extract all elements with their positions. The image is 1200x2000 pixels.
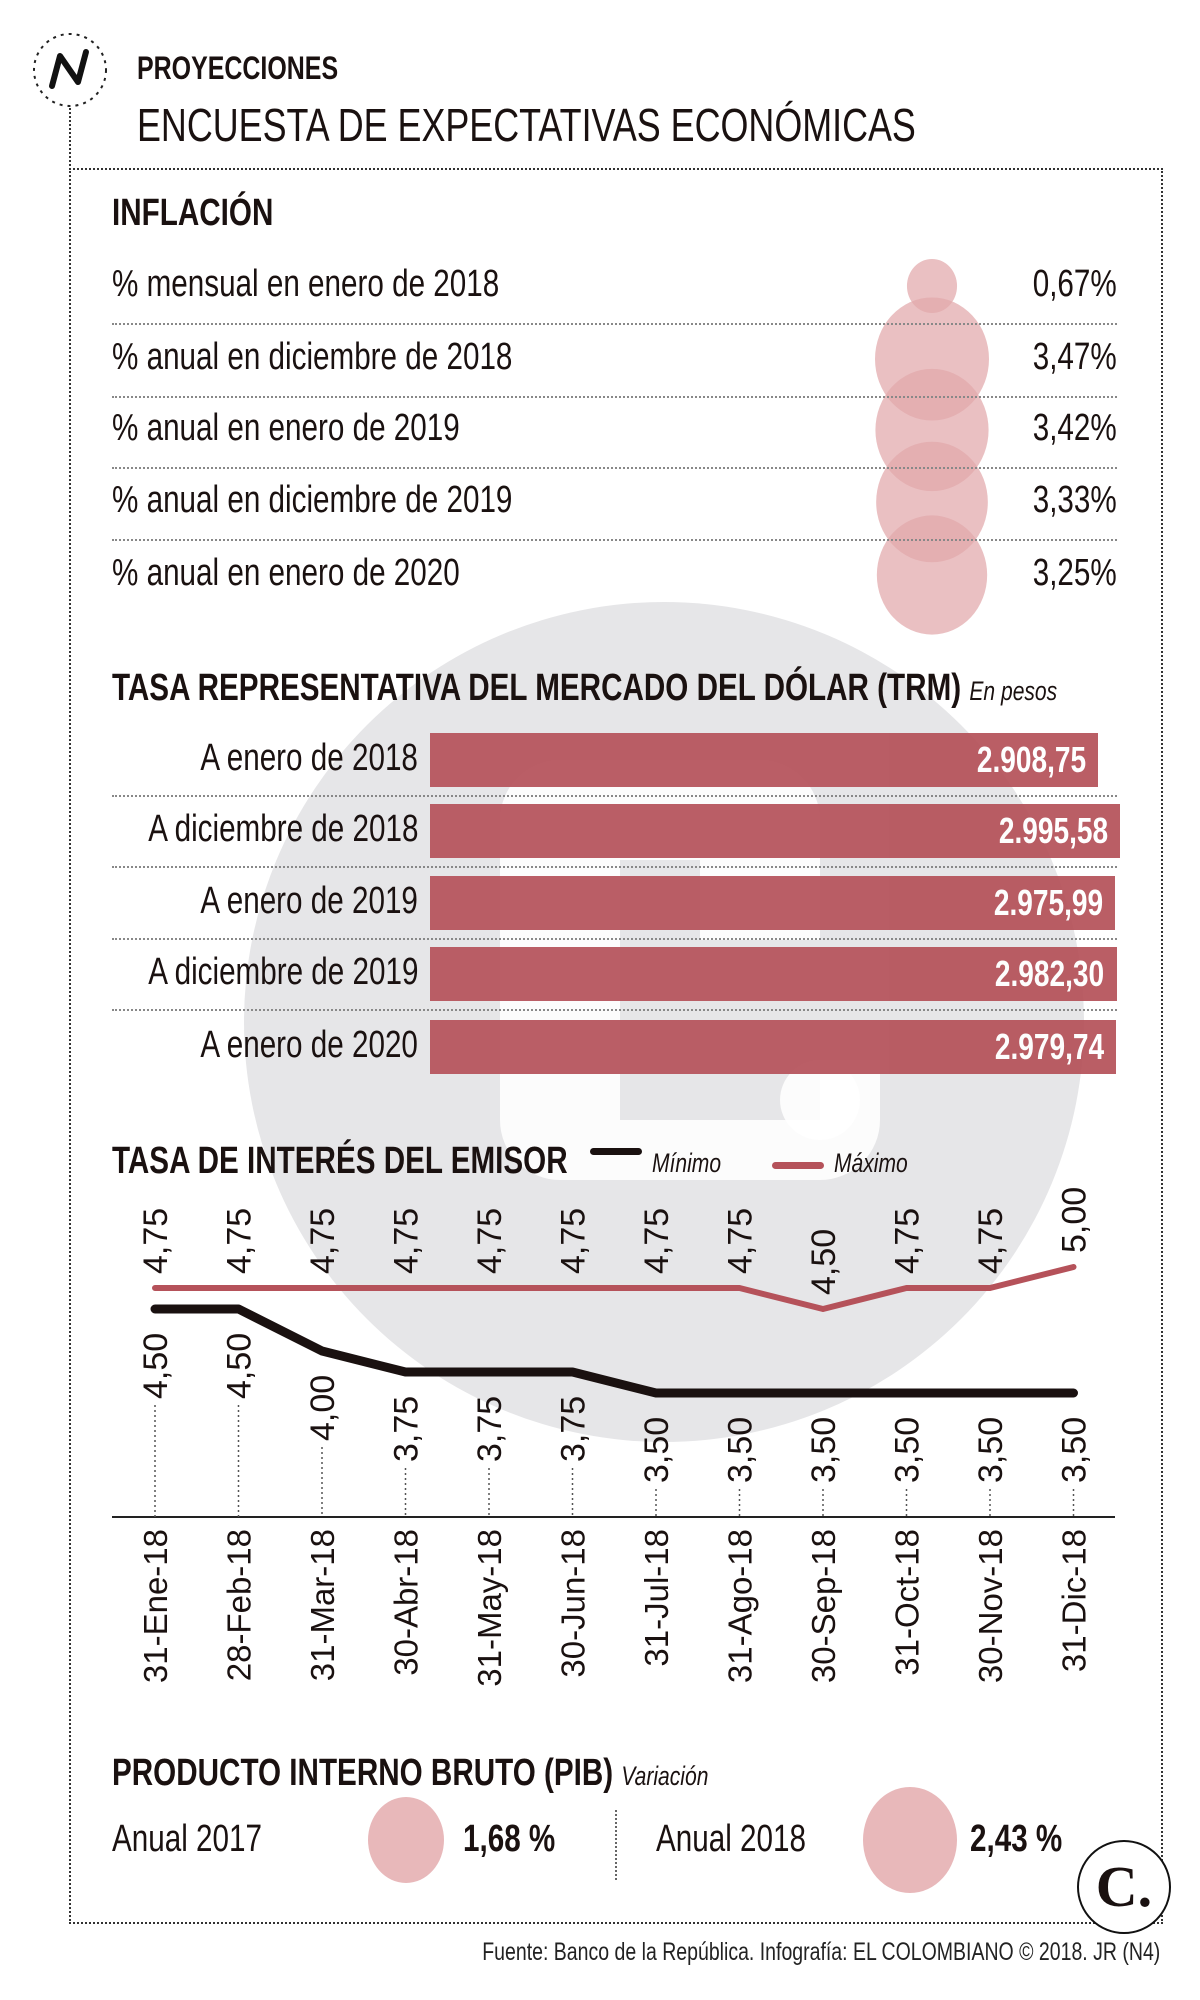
inflation-row-label: % mensual en enero de 2018 [112,263,500,305]
interest-title: TASA DE INTERÉS DEL EMISOR [112,1140,568,1182]
trm-bar: 2.982,30 [430,947,1117,1001]
min-value-label: 4,00 [304,1375,342,1441]
pib-bubbles [368,1787,957,1893]
x-tick-label: 30-Nov-18 [972,1529,1009,1683]
min-value-label: 3,50 [972,1417,1010,1483]
pib-value-2018: 2,43 % [970,1818,1063,1860]
row-divider [112,1009,1117,1011]
min-value-label: 3,50 [889,1417,927,1483]
el-colombiano-logo: C. [1077,1840,1171,1934]
trm-row-label: A enero de 2019 [200,880,418,922]
max-value-label: 4,75 [304,1208,342,1274]
min-value-label: 3,75 [471,1396,509,1462]
n-logo-icon [33,33,107,107]
pib-divider [615,1810,617,1880]
inflation-bubble [876,515,988,635]
trm-bar: 2.908,75 [430,733,1099,787]
min-value-label: 3,75 [555,1396,593,1462]
row-divider [112,795,1117,797]
content-frame [69,168,1163,1924]
pib-label-2018: Anual 2018 [656,1818,806,1860]
trm-bar: 2.975,99 [430,876,1116,930]
row-divider [112,396,1117,398]
source-footer: Fuente: Banco de la República. Infografí… [481,1938,1160,1966]
max-value-label: 4,75 [471,1208,509,1274]
trm-row-label: A enero de 2018 [200,737,418,779]
x-tick-label: 31-Dic-18 [1056,1529,1093,1672]
x-tick-label: 31-May-18 [471,1529,508,1687]
inflation-row-value: 3,42% [1032,407,1117,449]
inflation-row-value: 3,33% [1032,479,1117,521]
max-series-line [152,1264,1077,1312]
pib-value-2017: 1,68 % [463,1818,556,1860]
trm-unit: En pesos [969,676,1058,706]
min-value-label: 3,50 [1056,1417,1094,1483]
row-divider [112,323,1117,325]
min-value-label: 4,50 [221,1333,259,1399]
x-tick-label: 30-Abr-18 [388,1529,425,1676]
inflation-row-label: % anual en diciembre de 2018 [112,336,513,378]
x-tick-label: 31-Mar-18 [304,1529,341,1681]
min-value-label: 4,50 [137,1333,175,1399]
min-value-label: 3,50 [722,1417,760,1483]
legend-min-swatch [590,1148,642,1155]
pib-title: PRODUCTO INTERNO BRUTO (PIB) Variación [112,1752,709,1794]
max-value-label: 4,75 [388,1208,426,1274]
legend-max-label: Máximo [834,1148,908,1178]
inflation-row-label: % anual en enero de 2020 [112,552,460,594]
trm-row-label: A diciembre de 2019 [147,951,418,993]
x-tick-label: 30-Sep-18 [805,1529,842,1683]
legend-min-label: Mínimo [652,1148,722,1178]
trm-bar: 2.979,74 [430,1020,1116,1074]
kicker: PROYECCIONES [137,50,339,86]
inflation-row-value: 0,67% [1032,263,1117,305]
x-tick-label: 28-Feb-18 [221,1529,258,1681]
connector-line [69,108,71,170]
page-title: ENCUESTA DE EXPECTATIVAS ECONÓMICAS [137,99,916,151]
trm-row-label: A enero de 2020 [200,1024,418,1066]
x-tick-label: 31-Ago-18 [722,1529,759,1683]
row-divider [112,938,1117,940]
min-series-line [150,1304,1078,1398]
inflation-row-label: % anual en diciembre de 2019 [112,479,513,521]
x-tick-label: 30-Jun-18 [555,1529,592,1678]
max-value-label: 5,00 [1056,1187,1094,1253]
inflation-row-value: 3,47% [1032,336,1117,378]
pib-bubble-2017 [368,1797,444,1883]
inflation-row-label: % anual en enero de 2019 [112,407,460,449]
inflation-bubbles [875,258,989,635]
max-value-label: 4,75 [722,1208,760,1274]
min-value-label: 3,75 [388,1396,426,1462]
pib-label-2017: Anual 2017 [112,1818,262,1860]
inflation-row-value: 3,25% [1032,552,1117,594]
max-value-label: 4,75 [889,1208,927,1274]
min-value-label: 3,50 [638,1417,676,1483]
x-tick-label: 31-Ene-18 [137,1529,174,1683]
pib-unit: Variación [621,1761,709,1791]
row-divider [112,467,1117,469]
x-tick-label: 31-Jul-18 [638,1529,675,1667]
legend-max-swatch [772,1162,824,1169]
row-divider [112,539,1117,541]
inflation-title: INFLACIÓN [112,192,274,234]
min-value-label: 3,50 [805,1417,843,1483]
max-value-label: 4,75 [137,1208,175,1274]
max-value-label: 4,75 [972,1208,1010,1274]
trm-title: TASA REPRESENTATIVA DEL MERCADO DEL DÓLA… [112,667,1058,709]
max-value-label: 4,75 [638,1208,676,1274]
x-tick-label: 31-Oct-18 [889,1529,926,1676]
max-value-label: 4,75 [555,1208,593,1274]
pib-bubble-2018 [863,1787,957,1893]
trm-bar: 2.995,58 [430,804,1120,858]
max-value-label: 4,50 [805,1229,843,1295]
trm-row-label: A diciembre de 2018 [147,808,418,850]
row-divider [112,866,1117,868]
max-value-label: 4,75 [221,1208,259,1274]
